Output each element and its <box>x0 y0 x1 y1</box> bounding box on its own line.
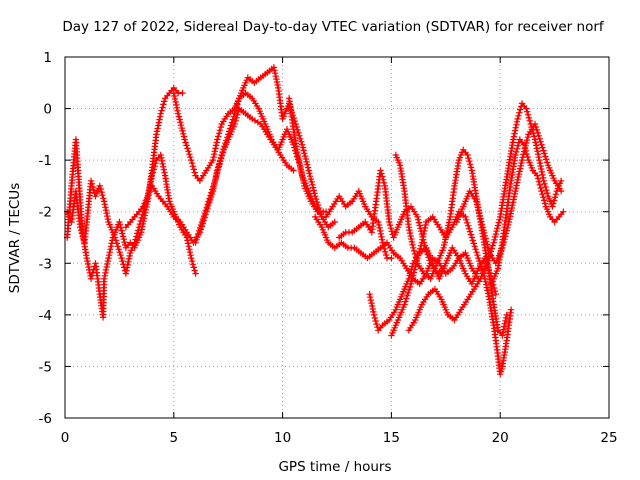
series-markers <box>405 100 565 334</box>
plot-frame <box>64 56 610 419</box>
series-trace-11 <box>405 100 565 334</box>
y-tick-label: -5 <box>39 359 52 375</box>
y-tick-label: -6 <box>39 411 52 427</box>
y-tick-label: -2 <box>39 205 52 221</box>
y-axis-label: SDTVAR / TECUs <box>7 183 23 293</box>
series-layer <box>64 64 567 378</box>
y-tick-label: 0 <box>43 102 52 118</box>
x-tick-label: 0 <box>61 430 70 446</box>
x-tick-label: 10 <box>274 430 291 446</box>
series-markers <box>122 105 297 246</box>
x-tick-label: 5 <box>170 430 179 446</box>
series-trace-6 <box>285 95 395 262</box>
series-markers <box>285 95 395 262</box>
series-trace-5 <box>192 64 338 246</box>
series-markers <box>336 167 447 277</box>
x-axis-label: GPS time / hours <box>278 459 391 475</box>
series-line <box>314 215 480 285</box>
series-markers <box>64 84 186 321</box>
y-tick-label: -4 <box>39 308 52 324</box>
chart-title: Day 127 of 2022, Sidereal Day-to-day VTE… <box>62 19 605 35</box>
x-tick-label: 25 <box>600 430 617 446</box>
x-tick-label: 15 <box>383 430 400 446</box>
series-trace-1 <box>64 84 186 321</box>
series-trace-4 <box>122 105 297 246</box>
y-tick-label: -1 <box>39 153 52 169</box>
series-trace-14 <box>336 167 447 277</box>
x-tick-label: 20 <box>492 430 509 446</box>
series-trace-13 <box>453 120 565 267</box>
y-tick-label: -3 <box>39 256 52 272</box>
series-markers <box>453 120 565 267</box>
y-tick-label: 1 <box>43 50 52 66</box>
